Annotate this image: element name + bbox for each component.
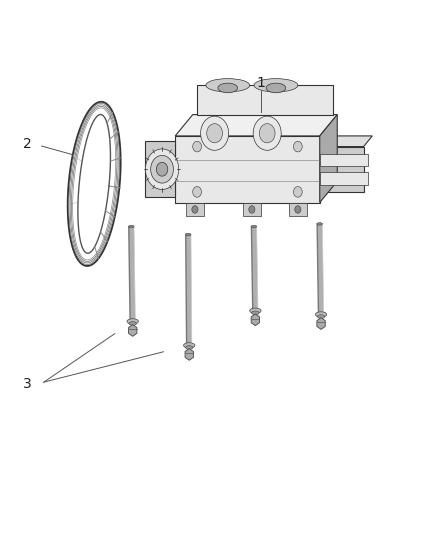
- Polygon shape: [320, 136, 372, 147]
- Ellipse shape: [184, 343, 195, 348]
- Polygon shape: [320, 172, 368, 185]
- Ellipse shape: [318, 314, 325, 318]
- Polygon shape: [128, 325, 137, 336]
- Ellipse shape: [218, 83, 237, 93]
- Ellipse shape: [317, 223, 322, 225]
- Polygon shape: [251, 227, 258, 309]
- Polygon shape: [289, 203, 307, 216]
- Circle shape: [293, 141, 302, 152]
- Polygon shape: [185, 349, 194, 360]
- Polygon shape: [243, 203, 261, 216]
- Ellipse shape: [251, 225, 257, 228]
- Circle shape: [192, 206, 198, 213]
- Circle shape: [201, 116, 229, 150]
- Circle shape: [207, 124, 223, 143]
- Circle shape: [151, 156, 173, 183]
- Ellipse shape: [206, 78, 250, 92]
- Circle shape: [145, 149, 179, 190]
- Polygon shape: [186, 235, 192, 344]
- Circle shape: [193, 141, 201, 152]
- Ellipse shape: [186, 345, 193, 350]
- Circle shape: [253, 116, 281, 150]
- Polygon shape: [197, 85, 333, 115]
- Ellipse shape: [252, 311, 259, 314]
- Ellipse shape: [315, 312, 327, 317]
- Polygon shape: [186, 203, 204, 216]
- Ellipse shape: [266, 83, 286, 93]
- Polygon shape: [320, 154, 368, 166]
- Ellipse shape: [186, 233, 191, 236]
- Ellipse shape: [129, 225, 134, 228]
- Polygon shape: [175, 115, 337, 136]
- Polygon shape: [320, 147, 364, 192]
- Ellipse shape: [250, 308, 261, 313]
- Ellipse shape: [129, 321, 136, 325]
- Polygon shape: [317, 318, 325, 329]
- Circle shape: [193, 187, 201, 197]
- Polygon shape: [129, 227, 135, 320]
- Circle shape: [156, 163, 168, 176]
- Circle shape: [259, 124, 275, 143]
- Polygon shape: [320, 115, 337, 203]
- Polygon shape: [251, 314, 260, 326]
- Text: 3: 3: [23, 377, 32, 391]
- Polygon shape: [145, 141, 175, 197]
- Text: 1: 1: [256, 76, 265, 90]
- Text: 2: 2: [23, 137, 32, 151]
- Ellipse shape: [127, 319, 138, 324]
- Polygon shape: [175, 136, 320, 203]
- Ellipse shape: [254, 78, 298, 92]
- Circle shape: [249, 206, 255, 213]
- Circle shape: [293, 187, 302, 197]
- Circle shape: [295, 206, 301, 213]
- Polygon shape: [317, 224, 324, 313]
